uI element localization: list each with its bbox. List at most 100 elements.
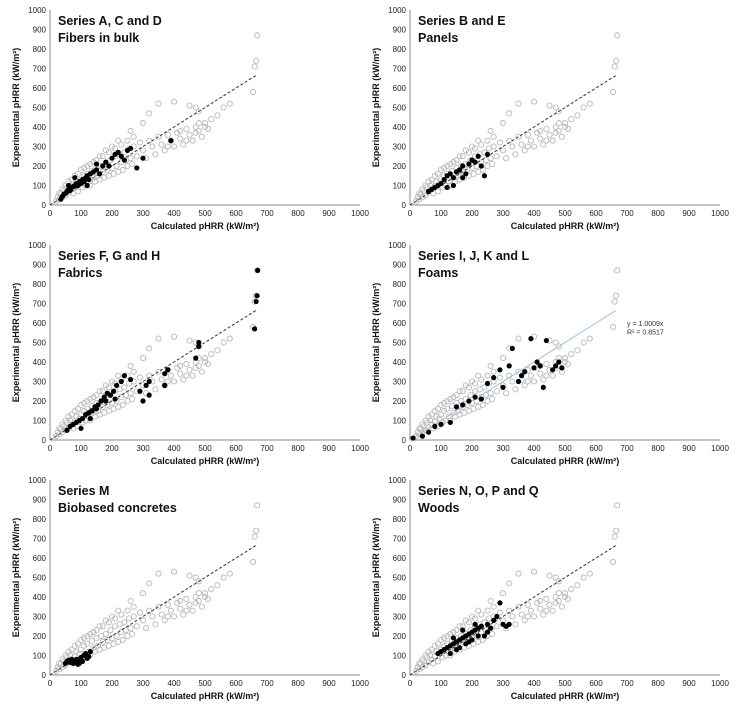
background-point [549,607,556,614]
background-point [419,664,426,671]
background-point [119,401,126,408]
background-point [509,378,516,385]
background-point [543,372,550,379]
background-point [552,599,559,606]
background-point [543,360,550,368]
highlight-point [484,380,491,387]
background-point [496,609,503,616]
background-point [127,390,134,397]
background-point [127,597,134,604]
y-tick-label: 500 [393,104,407,113]
chart-panel-1: 00 100 100 200 200 300 300 400 400 500 500 600 600 70… [11,6,369,231]
background-point [177,605,184,612]
highlight-point [450,182,456,189]
highlight-point [475,153,481,159]
background-point [521,147,528,154]
background-point [130,368,137,375]
background-point [518,611,525,618]
background-point [487,597,494,604]
highlight-point [93,167,100,173]
background-point [189,137,196,144]
background-point [127,155,134,162]
background-point [186,131,193,138]
x-tick-label: 0 [408,209,413,218]
y-tick-label: 400 [393,593,407,602]
highlight-point [97,171,103,177]
background-point [493,623,500,630]
background-point [195,127,202,134]
background-point [152,386,159,393]
trendline [409,309,617,441]
background-point [195,362,202,369]
background-point [53,668,60,675]
x-tick-label: 400 [167,209,181,218]
highlight-point [450,635,456,641]
y-tick-label: 700 [393,65,407,74]
background-point [149,143,156,150]
background-point [506,580,513,587]
y-tick-label: 800 [393,515,407,524]
background-point [447,160,454,168]
background-point [614,502,621,509]
x-tick-label: 600 [589,679,603,688]
background-point [534,129,541,136]
background-point [180,611,187,618]
background-point [183,607,190,614]
background-point [478,376,485,383]
panel-title: Series A, C and D [58,14,162,28]
background-point [59,664,66,671]
background-point [512,151,519,158]
background-point [540,376,547,383]
background-point [580,574,587,581]
x-tick-label: 400 [527,444,541,453]
background-point [214,582,221,589]
highlight-point [438,421,444,427]
background-point [87,631,94,638]
background-point [490,603,497,610]
background-point [453,392,460,399]
background-point [192,104,199,111]
background-point [220,104,227,111]
background-point [614,267,621,274]
x-tick-label: 700 [620,679,634,688]
background-point [555,578,562,585]
x-tick-label: 700 [260,209,274,218]
highlight-point [460,175,466,181]
y-tick-label: 0 [42,436,47,445]
x-tick-label: 900 [322,444,336,453]
background-point [62,417,69,424]
x-tick-label: 100 [434,444,448,453]
highlight-point [506,363,512,369]
highlight-point [419,433,425,439]
background-point [530,613,538,620]
highlight-point [506,621,512,627]
background-point [183,125,190,132]
background-point [102,631,109,638]
x-tick-label: 900 [682,444,696,453]
x-tick-label: 500 [198,209,212,218]
y-tick-label: 300 [393,143,407,152]
background-point [90,629,97,636]
x-tick-label: 400 [167,679,181,688]
highlight-point [78,425,84,431]
highlight-point [98,398,104,404]
highlight-point [460,402,466,408]
highlight-point [114,382,120,388]
background-point [555,120,562,127]
background-point [87,160,94,168]
background-point [489,631,496,638]
background-point [139,355,147,362]
highlight-point [168,138,174,144]
x-tick-label: 100 [74,209,88,218]
background-point [552,593,559,601]
y-tick-label: 800 [33,280,47,289]
x-tick-label: 300 [496,209,510,218]
highlight-point [101,394,107,400]
background-point [496,374,503,381]
background-point [530,568,538,575]
background-point [422,417,429,424]
background-point [437,636,445,643]
background-point [93,627,100,634]
background-point [136,609,143,616]
y-tick-label: 700 [393,300,407,309]
